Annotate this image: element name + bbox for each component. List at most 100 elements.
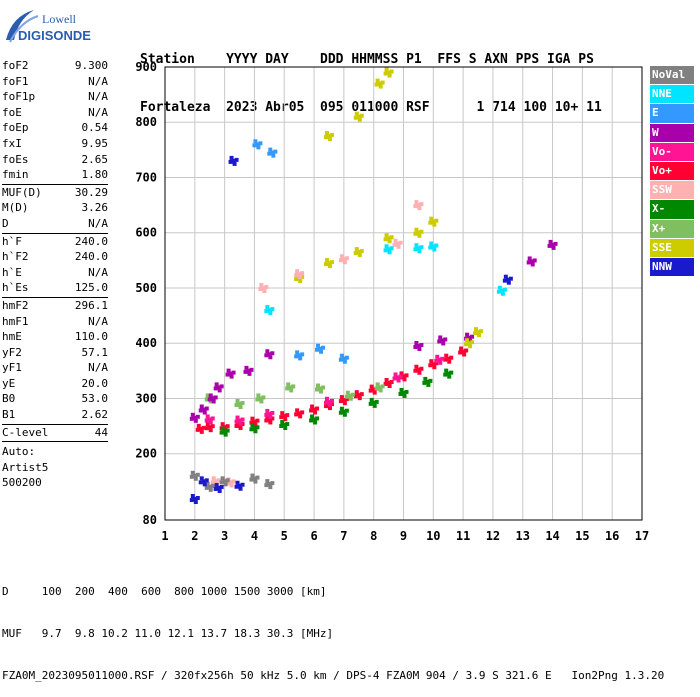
- param-label: M(D): [2, 201, 29, 215]
- echo-point: [339, 406, 344, 411]
- echo-point: [402, 393, 407, 398]
- echo-point: [286, 382, 291, 387]
- echo-point: [297, 411, 302, 416]
- echo-point: [205, 422, 210, 427]
- echo-point: [285, 386, 290, 391]
- echo-point: [327, 137, 332, 142]
- echo-point: [338, 410, 343, 415]
- y-tick-label: 800: [135, 115, 157, 129]
- echo-point: [213, 395, 218, 400]
- echo-point: [505, 277, 510, 282]
- echo-point: [195, 472, 200, 477]
- echo-point: [372, 390, 377, 395]
- param-value: 240.0: [74, 250, 108, 264]
- param-separator: [2, 441, 108, 443]
- echo-point: [357, 253, 362, 258]
- echo-point: [199, 476, 204, 481]
- echo-point: [324, 396, 329, 401]
- param-label: B1: [2, 408, 16, 422]
- echo-point: [438, 360, 443, 365]
- echo-point: [256, 145, 261, 150]
- echo-point: [359, 392, 364, 397]
- header-line1: Station YYYY DAY DDD HHMMSS P1 FFS S AXN…: [140, 52, 594, 67]
- echo-point: [300, 352, 305, 357]
- echo-point: [434, 361, 439, 366]
- echo-point: [479, 329, 484, 334]
- echo-point: [398, 240, 403, 245]
- echo-point: [377, 81, 382, 86]
- echo-point: [443, 372, 448, 377]
- echo-point: [240, 400, 245, 405]
- param-value: 44: [94, 425, 108, 439]
- echo-point: [437, 357, 442, 362]
- echo-point: [316, 343, 321, 348]
- echo-point: [380, 80, 385, 85]
- echo-point: [344, 355, 349, 360]
- echo-point: [204, 406, 209, 411]
- echo-point: [396, 378, 401, 383]
- echo-point: [235, 480, 240, 485]
- echo-point: [432, 222, 437, 227]
- echo-point: [383, 381, 388, 386]
- echo-point: [190, 412, 195, 417]
- echo-point: [416, 230, 421, 235]
- echo-point: [231, 479, 236, 484]
- echo-point: [312, 417, 317, 422]
- echo-point: [398, 391, 403, 396]
- y-tick-label: 80: [143, 513, 157, 527]
- legend-item: SSE: [650, 238, 694, 257]
- echo-point: [530, 262, 535, 267]
- echo-point: [399, 387, 404, 392]
- echo-point: [323, 400, 328, 405]
- echo-point: [295, 408, 300, 413]
- echo-point: [414, 364, 419, 369]
- echo-point: [449, 355, 454, 360]
- echo-point: [468, 344, 473, 349]
- echo-point: [247, 371, 252, 376]
- echo-point: [282, 414, 287, 419]
- echo-point: [216, 478, 221, 483]
- echo-point: [268, 147, 273, 152]
- x-tick-label: 11: [456, 529, 470, 543]
- echo-point: [252, 476, 257, 481]
- echo-point: [294, 354, 299, 359]
- legend-item: W: [650, 123, 694, 142]
- echo-point: [261, 395, 266, 400]
- echo-point: [199, 404, 204, 409]
- echo-point: [214, 482, 219, 487]
- echo-point: [289, 388, 294, 393]
- echo-point: [399, 371, 404, 376]
- echo-point: [295, 269, 300, 274]
- param-row: yF2 57.1: [2, 345, 108, 361]
- echo-point: [553, 241, 558, 246]
- echo-point: [380, 384, 385, 389]
- param-value: 53.0: [81, 392, 109, 406]
- echo-point: [196, 423, 201, 428]
- echo-point: [371, 387, 376, 392]
- echo-point: [458, 350, 463, 355]
- echo-point: [219, 430, 224, 435]
- echo-point: [256, 393, 261, 398]
- param-label: B0: [2, 392, 16, 406]
- autoscaling-line: Artist5: [2, 460, 49, 474]
- legend-item: Vo-: [650, 142, 694, 161]
- param-row: foE N/A: [2, 105, 108, 121]
- echo-point: [207, 425, 212, 430]
- echo-point: [310, 404, 315, 409]
- echo-point: [476, 330, 481, 335]
- echo-point: [267, 352, 272, 357]
- echo-point: [270, 307, 275, 312]
- echo-point: [359, 113, 364, 118]
- echo-point: [309, 408, 314, 413]
- x-tick-label: 1: [161, 529, 168, 543]
- echo-point: [268, 485, 273, 490]
- echo-point: [344, 256, 349, 261]
- echo-point: [353, 115, 358, 120]
- param-row: yF1 N/A: [2, 360, 108, 376]
- echo-point: [419, 229, 424, 234]
- echo-point: [211, 476, 216, 481]
- echo-point: [383, 71, 388, 76]
- echo-point: [357, 396, 362, 401]
- echo-point: [235, 415, 240, 420]
- x-tick-label: 3: [221, 529, 228, 543]
